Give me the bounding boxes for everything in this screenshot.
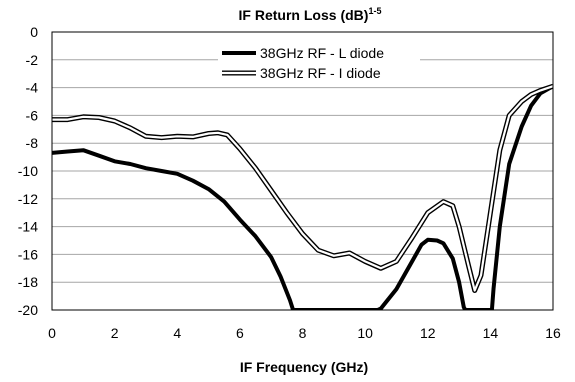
x-tick-label: 0 <box>48 325 56 341</box>
legend-label: 38GHz RF - I diode <box>260 65 381 81</box>
y-tick-label: -10 <box>18 163 38 179</box>
x-tick-labels: 0 2 4 6 8 10 12 14 16 <box>48 325 561 341</box>
chart-title-main: IF Return Loss (dB) <box>239 7 369 23</box>
y-tick-label: -12 <box>18 191 38 207</box>
chart-title: IF Return Loss (dB)1-5 <box>239 6 382 23</box>
x-tick-label: 12 <box>420 325 436 341</box>
x-tick-label: 4 <box>173 325 181 341</box>
x-tick-label: 2 <box>111 325 119 341</box>
y-tick-label: -2 <box>26 52 39 68</box>
y-tick-label: -16 <box>18 246 38 262</box>
y-tick-label: -14 <box>18 219 38 235</box>
plot-series <box>52 83 553 310</box>
series-group <box>52 83 553 310</box>
legend-label: 38GHz RF - L diode <box>260 45 384 61</box>
x-tick-label: 10 <box>357 325 373 341</box>
chart-title-superscript: 1-5 <box>368 6 381 16</box>
plot-area-border <box>51 31 554 311</box>
y-tick-label: -6 <box>26 107 39 123</box>
y-tick-label: -4 <box>26 80 39 96</box>
y-tick-label: -8 <box>26 135 39 151</box>
y-tick-label: 0 <box>30 24 38 40</box>
series-line-i-diode-inner <box>52 85 553 292</box>
y-tick-label: -20 <box>18 302 38 318</box>
x-axis-title: IF Frequency (GHz) <box>240 359 368 375</box>
y-tick-labels: 0 -2 -4 -6 -8 -10 -12 -14 -16 -18 -20 <box>18 24 38 318</box>
y-tick-label: -18 <box>18 274 38 290</box>
x-tick-label: 6 <box>236 325 244 341</box>
legend-background <box>218 42 420 86</box>
series-line-l-diode <box>52 84 553 310</box>
legend: 38GHz RF - L diode 38GHz RF - I diode <box>218 42 420 86</box>
x-tick-label: 16 <box>545 325 561 341</box>
x-tick-label: 8 <box>299 325 307 341</box>
x-tick-label: 14 <box>483 325 499 341</box>
